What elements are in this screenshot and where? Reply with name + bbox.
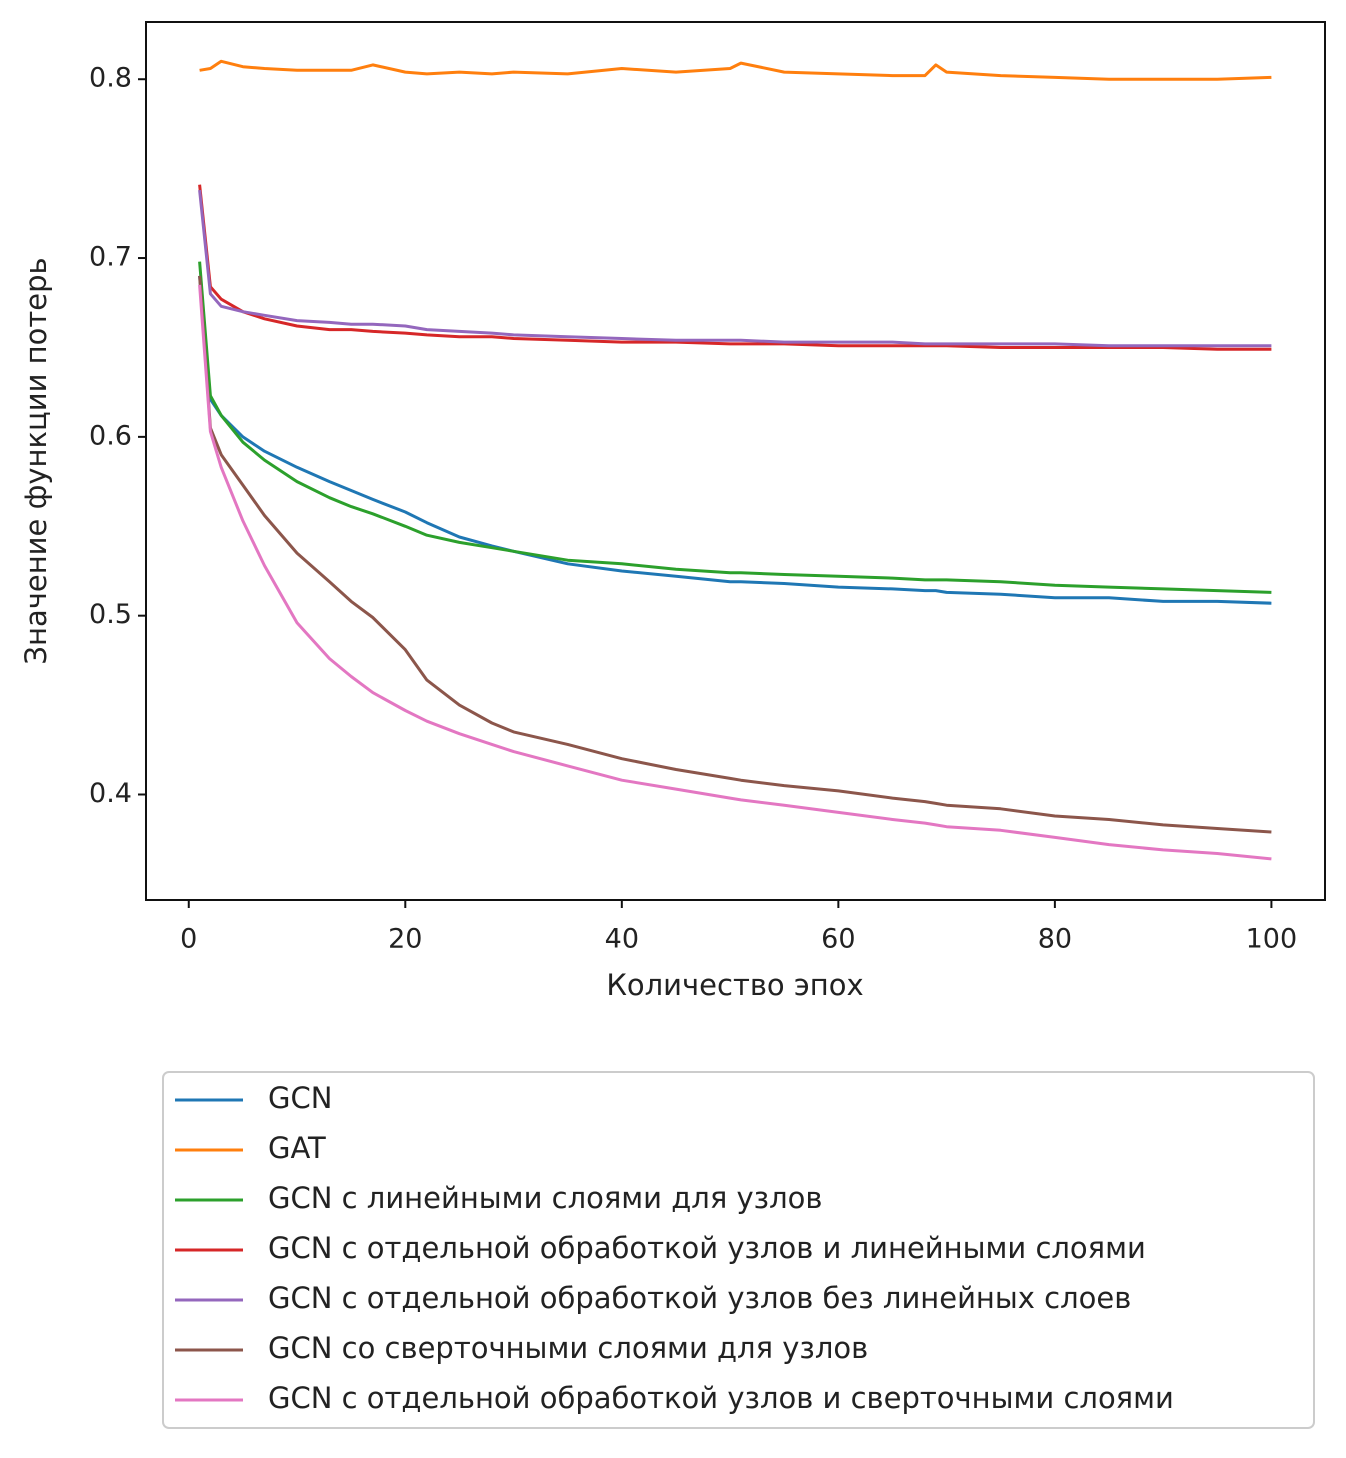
series-line bbox=[198, 275, 1272, 605]
series-line bbox=[198, 275, 1272, 834]
x-tick-label: 100 bbox=[1246, 924, 1298, 955]
series-line bbox=[199, 59, 1272, 81]
x-tick-label: 60 bbox=[821, 924, 855, 955]
y-tick-label: 0.8 bbox=[89, 63, 132, 94]
y-axis-label: Значение функции потерь bbox=[19, 257, 53, 664]
y-tick-label: 0.5 bbox=[89, 599, 132, 630]
legend-label: GCN с линейными слоями для узлов bbox=[268, 1181, 822, 1215]
legend-label: GCN с отдельной обработкой узлов без лин… bbox=[268, 1281, 1131, 1315]
legend-label: GCN с отдельной обработкой узлов и линей… bbox=[268, 1231, 1146, 1265]
series-line bbox=[198, 284, 1272, 861]
series-line bbox=[198, 184, 1272, 351]
x-tick-label: 40 bbox=[605, 924, 639, 955]
series-line bbox=[198, 189, 1272, 348]
y-tick-label: 0.6 bbox=[89, 420, 132, 451]
legend-label: GCN bbox=[268, 1081, 332, 1115]
legend-label: GCN со сверточными слоями для узлов bbox=[268, 1331, 868, 1365]
plot-frame bbox=[145, 21, 1326, 901]
legend-label: GCN с отдельной обработкой узлов и сверт… bbox=[268, 1381, 1174, 1415]
x-tick-label: 20 bbox=[388, 924, 422, 955]
legend-box bbox=[162, 1071, 1315, 1429]
x-tick-label: 80 bbox=[1038, 924, 1072, 955]
series-line bbox=[198, 261, 1272, 594]
y-tick-label: 0.7 bbox=[89, 242, 132, 273]
legend-label: GAT bbox=[268, 1131, 326, 1165]
x-axis-label: Количество эпох bbox=[606, 968, 863, 1002]
y-tick-label: 0.4 bbox=[89, 778, 132, 809]
x-tick-label: 0 bbox=[180, 924, 197, 955]
